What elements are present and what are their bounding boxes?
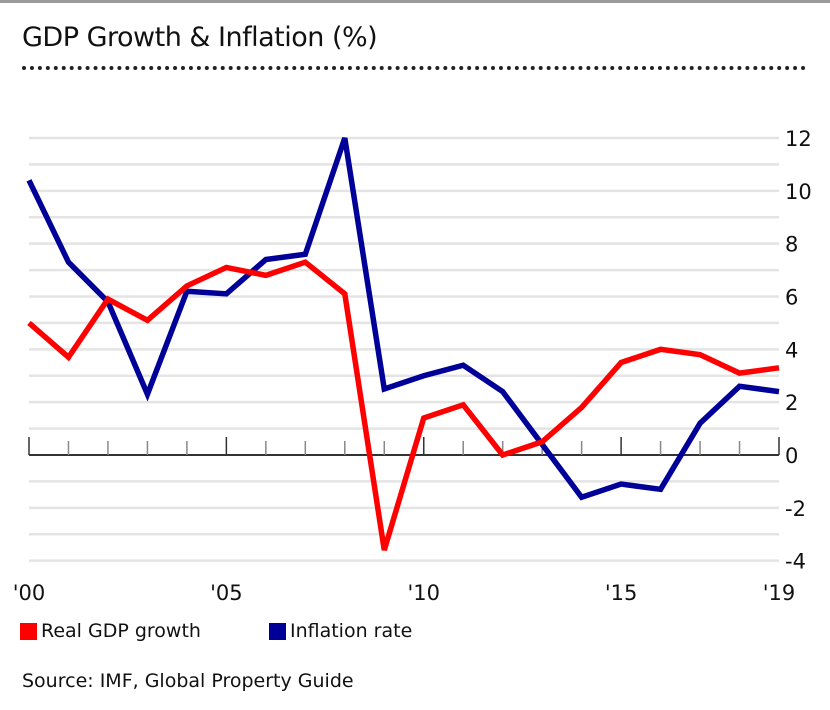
legend-item-inflation: Inflation rate — [268, 620, 413, 642]
source-note: Source: IMF, Global Property Guide — [22, 670, 354, 692]
y-tick-label: 6 — [785, 286, 798, 310]
y-tick-label: 4 — [785, 338, 798, 362]
legend-label-gdp: Real GDP growth — [41, 620, 201, 642]
legend: Real GDP growth Inflation rate — [20, 620, 480, 642]
x-tick-label: '19 — [763, 581, 796, 605]
legend-label-inflation: Inflation rate — [289, 620, 413, 642]
x-tick-label: '05 — [210, 581, 243, 605]
top-border — [0, 0, 830, 3]
y-tick-label: 8 — [785, 233, 798, 257]
x-tick-label: '00 — [13, 581, 46, 605]
y-tick-label: 12 — [785, 127, 812, 151]
y-tick-label: 0 — [785, 444, 798, 468]
gdp-growth-line — [27, 259, 780, 551]
y-tick-label: 2 — [785, 391, 798, 415]
x-tick-label: '15 — [605, 581, 638, 605]
title-divider — [22, 66, 806, 70]
legend-item-gdp: Real GDP growth — [20, 620, 201, 642]
y-tick-label: -2 — [785, 497, 806, 521]
line-chart: 12 10 8 6 4 2 0 -2 -4 '00 '05 '10 '15 '19 — [13, 127, 812, 605]
y-tick-label: -4 — [785, 550, 806, 574]
legend-swatch-inflation — [268, 622, 286, 640]
legend-swatch-gdp — [20, 622, 37, 640]
y-tick-label: 10 — [785, 180, 812, 204]
inflation-rate-line — [26, 137, 780, 501]
chart-title: GDP Growth & Inflation (%) — [22, 22, 378, 53]
x-tick-label: '10 — [407, 581, 440, 605]
